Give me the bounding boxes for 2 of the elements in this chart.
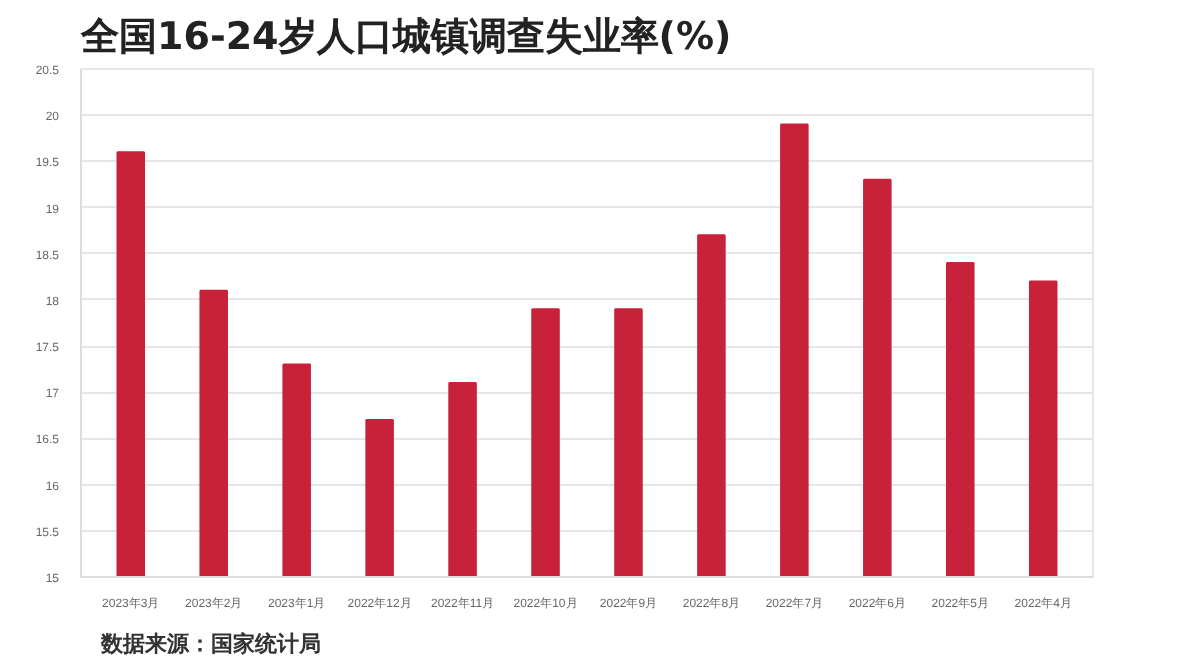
chart-title: 全国16-24岁人口城镇调查失业率(%) bbox=[79, 15, 732, 59]
source-note: 数据来源：国家统计局 bbox=[99, 631, 321, 657]
